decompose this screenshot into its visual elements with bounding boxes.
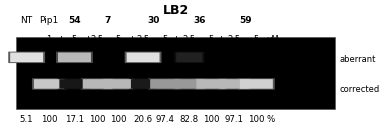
FancyBboxPatch shape (125, 52, 162, 63)
Text: %: % (266, 115, 274, 124)
Text: 20.6: 20.6 (134, 115, 152, 124)
FancyBboxPatch shape (173, 78, 206, 90)
FancyBboxPatch shape (57, 78, 91, 90)
Text: 17.1: 17.1 (65, 115, 84, 124)
Text: 1: 1 (46, 35, 52, 44)
Text: 5: 5 (208, 35, 214, 44)
Text: μM: μM (266, 35, 279, 44)
Text: 97.4: 97.4 (155, 115, 174, 124)
FancyBboxPatch shape (220, 79, 249, 89)
Text: 97.1: 97.1 (225, 115, 244, 124)
Text: 2.5: 2.5 (91, 35, 104, 44)
FancyBboxPatch shape (150, 79, 179, 89)
FancyBboxPatch shape (196, 79, 225, 89)
FancyBboxPatch shape (104, 79, 133, 89)
Text: 2.5: 2.5 (228, 35, 241, 44)
Text: aberrant: aberrant (339, 55, 376, 64)
FancyBboxPatch shape (127, 53, 160, 62)
FancyBboxPatch shape (60, 79, 89, 89)
Text: 30: 30 (148, 16, 160, 25)
Bar (16, 37, 335, 109)
Text: LB2: LB2 (163, 4, 189, 17)
FancyBboxPatch shape (238, 78, 275, 90)
Text: 2.5: 2.5 (183, 35, 196, 44)
FancyBboxPatch shape (56, 52, 93, 63)
Text: 82.8: 82.8 (180, 115, 199, 124)
Text: corrected: corrected (339, 85, 379, 94)
FancyBboxPatch shape (194, 78, 227, 90)
FancyBboxPatch shape (175, 79, 204, 89)
Text: 100: 100 (203, 115, 219, 124)
Text: 5: 5 (162, 35, 167, 44)
Text: 100: 100 (248, 115, 265, 124)
Text: 59: 59 (239, 16, 252, 25)
Text: 100: 100 (89, 115, 105, 124)
Text: 7: 7 (105, 16, 111, 25)
FancyBboxPatch shape (83, 79, 112, 89)
FancyBboxPatch shape (102, 78, 135, 90)
FancyBboxPatch shape (81, 78, 114, 90)
FancyBboxPatch shape (176, 53, 202, 62)
Text: 5.1: 5.1 (20, 115, 33, 124)
FancyBboxPatch shape (32, 78, 66, 90)
FancyBboxPatch shape (240, 79, 273, 89)
FancyBboxPatch shape (148, 78, 181, 90)
FancyBboxPatch shape (129, 78, 157, 90)
Text: 5: 5 (254, 35, 259, 44)
Text: 5: 5 (72, 35, 77, 44)
Text: 100: 100 (110, 115, 127, 124)
FancyBboxPatch shape (131, 79, 155, 89)
FancyBboxPatch shape (10, 53, 43, 62)
FancyBboxPatch shape (58, 53, 91, 62)
FancyBboxPatch shape (8, 52, 45, 63)
Text: 2.5: 2.5 (136, 35, 150, 44)
Text: 5: 5 (116, 35, 121, 44)
Text: NT: NT (21, 16, 33, 25)
Text: Pip1: Pip1 (39, 16, 59, 25)
FancyBboxPatch shape (174, 52, 205, 63)
Text: 54: 54 (68, 16, 81, 25)
FancyBboxPatch shape (218, 78, 251, 90)
FancyBboxPatch shape (34, 79, 64, 89)
Text: 36: 36 (194, 16, 206, 25)
Text: 100: 100 (41, 115, 57, 124)
